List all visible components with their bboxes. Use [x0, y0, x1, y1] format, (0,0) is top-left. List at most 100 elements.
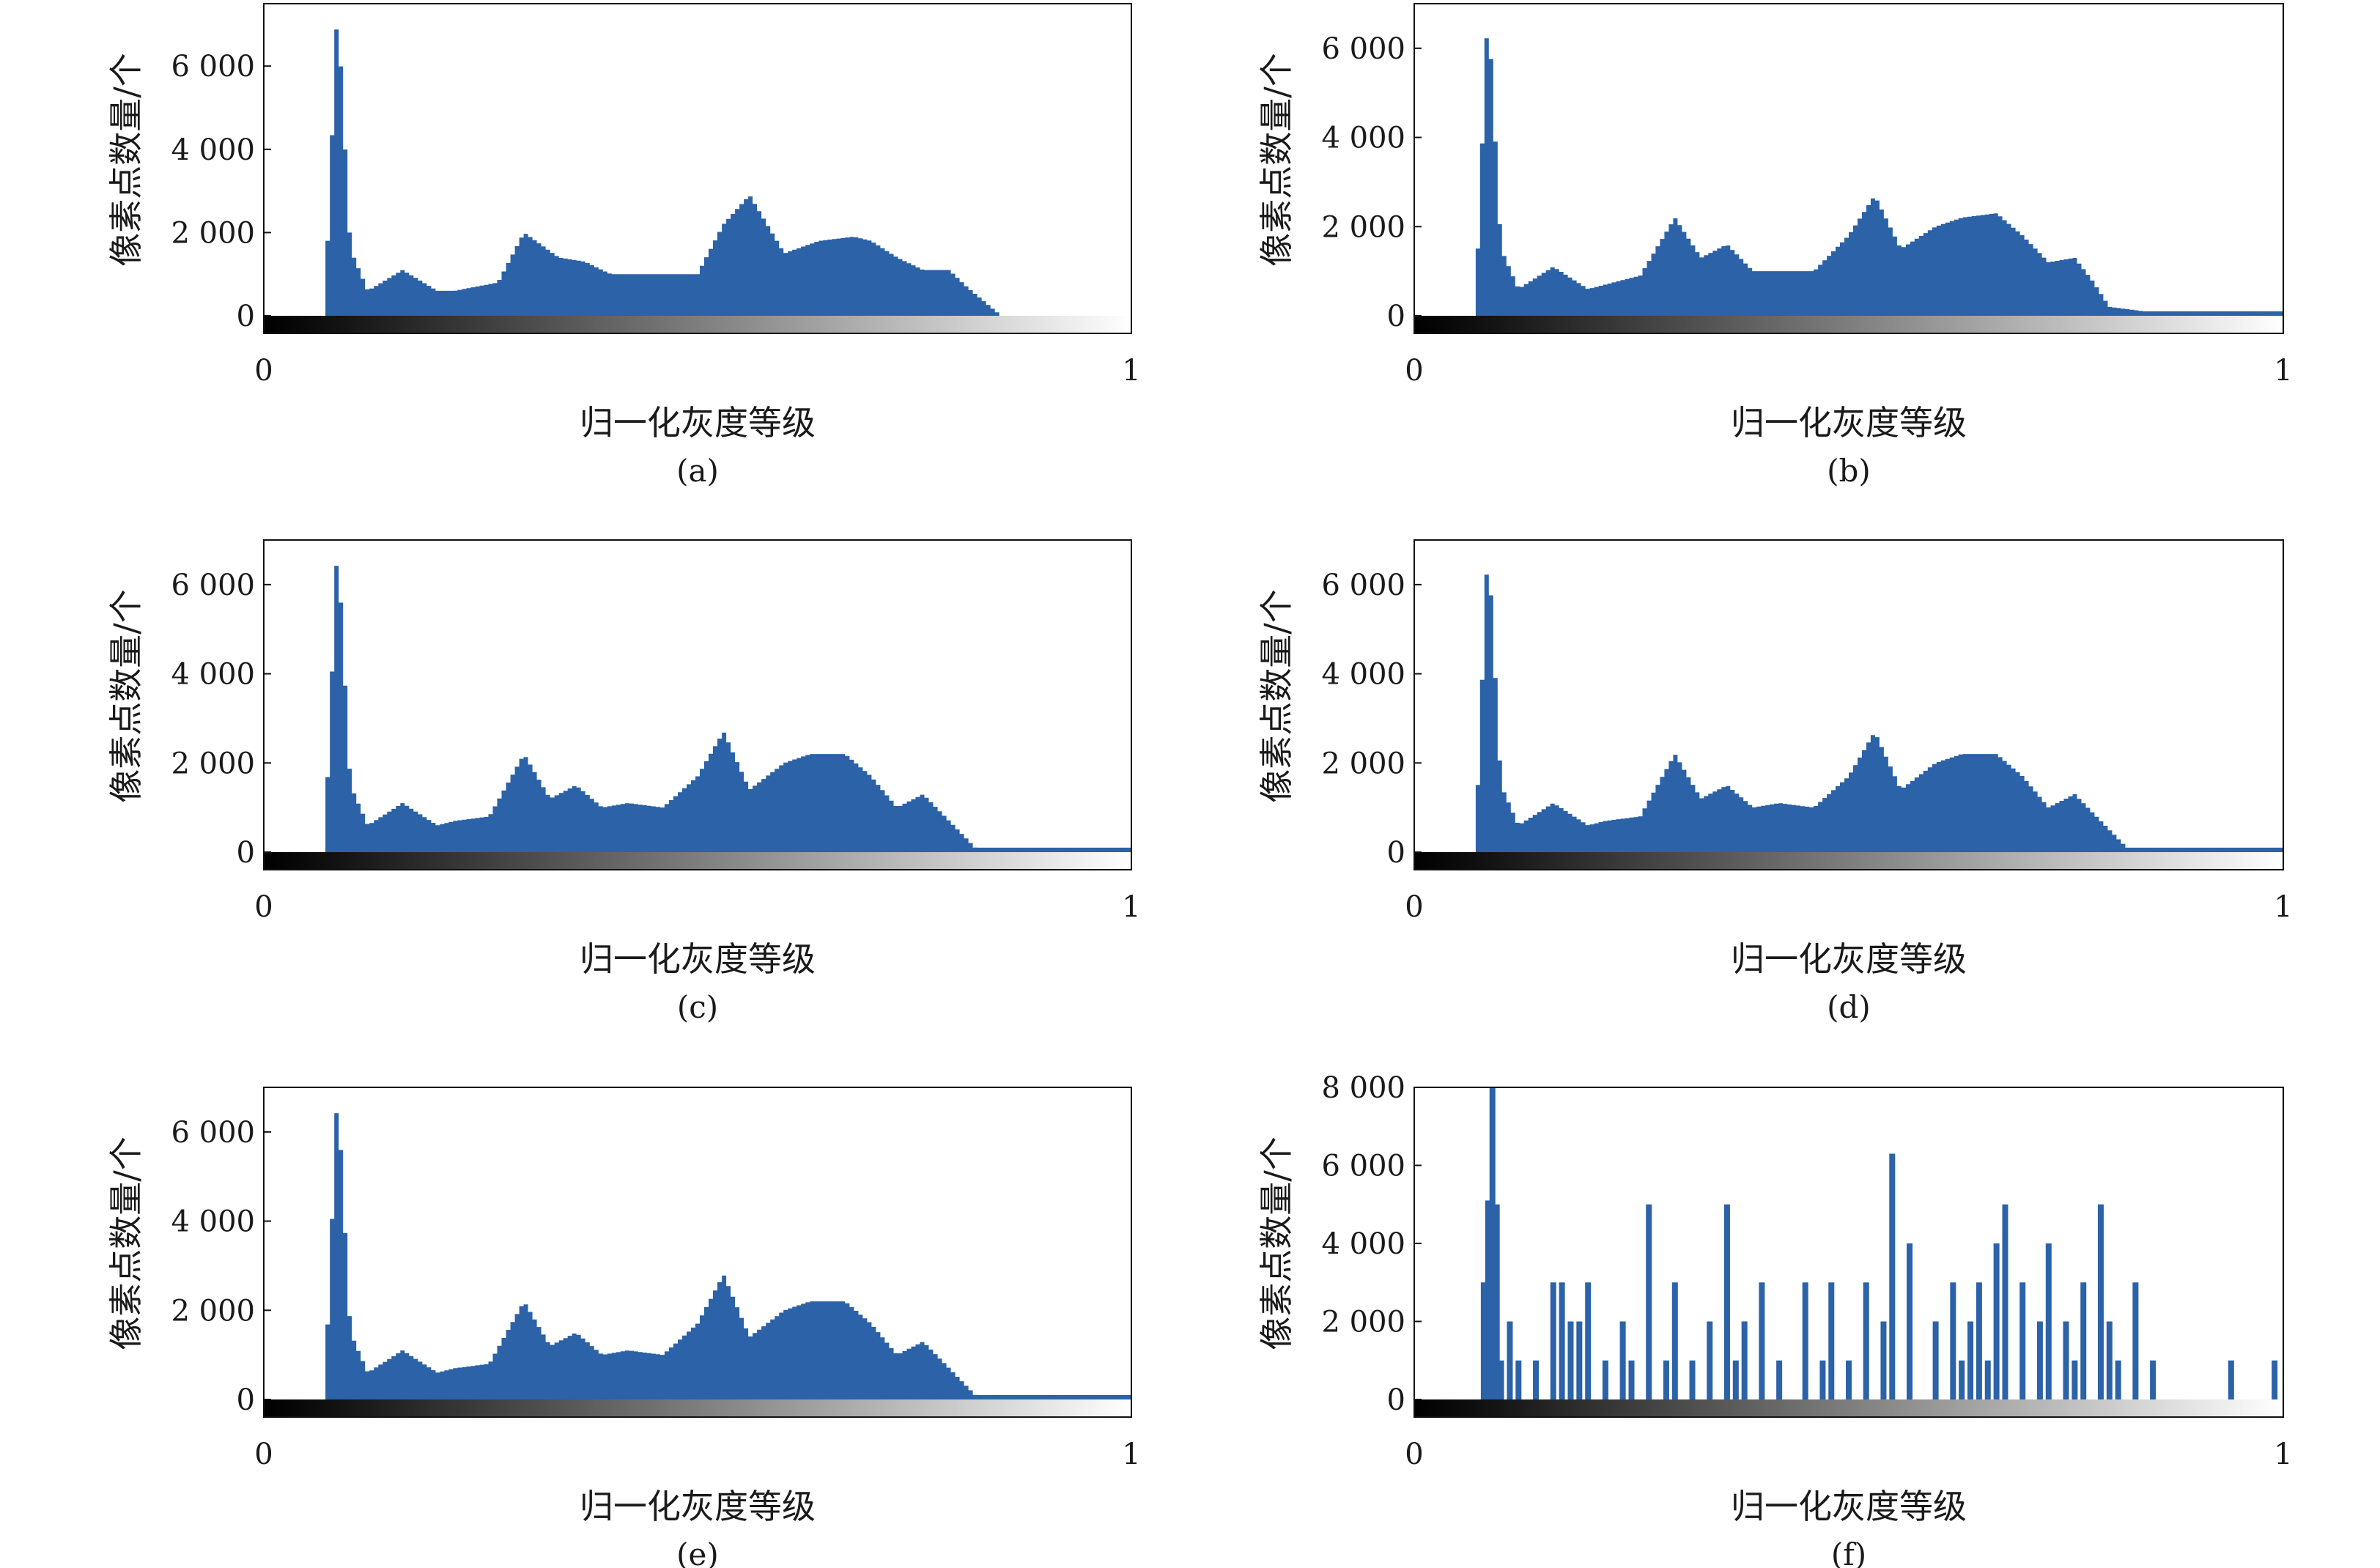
grayscale-colorbar [264, 316, 1131, 333]
x-axis-label: 归一化灰度等级 [1731, 1487, 1967, 1526]
y-tick-label: 0 [237, 300, 255, 333]
histogram-bar [1819, 1360, 1826, 1399]
y-tick-label: 4 000 [1321, 1227, 1405, 1261]
histogram-bar [1533, 1360, 1540, 1399]
histogram-bar [1741, 1321, 1748, 1399]
histogram-bar [1950, 1282, 1956, 1399]
histogram-bar [1993, 1243, 2000, 1399]
histogram-bar [1802, 1282, 1808, 1399]
subfigure-caption: (a) [676, 453, 719, 489]
y-axis-label: 像素点数量/个 [106, 589, 146, 803]
plot-frame [263, 1087, 1132, 1418]
histogram-bar [1776, 1360, 1783, 1399]
histogram-bar [2063, 1321, 2069, 1399]
y-axis-label: 像素点数量/个 [1257, 53, 1296, 267]
y-tick-label: 2 000 [1321, 1306, 1405, 1339]
plot-frame [1413, 539, 2284, 870]
y-tick-label: 4 000 [171, 658, 255, 692]
y-tick-label: 8 000 [1321, 1071, 1405, 1105]
histogram-bar [1489, 1087, 1496, 1399]
histogram-bar [1559, 1282, 1565, 1399]
y-tick-label: 6 000 [1321, 569, 1405, 602]
x-tick-label: 1 [1122, 1438, 1140, 1471]
chart-panel-5: 0 2 000 4 000 6 000 0 1 归一化灰度等级 (e) 像素点数量/个 [106, 1087, 1141, 1568]
y-tick-label: 6 000 [171, 569, 255, 602]
y-axis-label: 像素点数量/个 [1257, 1136, 1296, 1350]
x-axis-label: 归一化灰度等级 [1731, 403, 1967, 443]
chart-panel-4: 0 2 000 4 000 6 000 0 1 归一化灰度等级 (d) 像素点数量/个 [1257, 539, 2293, 1025]
subfigure-caption: (e) [676, 1536, 719, 1568]
plot-frame [263, 539, 1132, 870]
histogram-bar [1976, 1282, 1982, 1399]
histogram-bar [1707, 1321, 1713, 1399]
y-tick-label: 0 [1387, 836, 1405, 870]
histogram-bar [2150, 1360, 2157, 1399]
y-axis-label: 像素点数量/个 [106, 53, 146, 267]
y-tick-label: 4 000 [171, 1205, 255, 1239]
histogram-bar [2002, 1204, 2008, 1399]
histogram-bar [2228, 1360, 2234, 1399]
y-axis-label: 像素点数量/个 [106, 1136, 146, 1350]
plot-frame [263, 3, 1132, 334]
histogram-bars [264, 29, 1131, 317]
y-tick-label: 4 000 [171, 133, 255, 167]
y-tick-label: 4 000 [1321, 658, 1405, 692]
histogram-bar [1493, 1204, 1500, 1399]
y-axis-label: 像素点数量/个 [1257, 589, 1296, 803]
histogram-bar [2072, 1360, 2078, 1399]
x-tick-label: 0 [1405, 890, 1423, 924]
x-axis-label: 归一化灰度等级 [580, 1487, 816, 1526]
y-tick-label: 2 000 [171, 747, 255, 780]
histogram-bar [1932, 1321, 1939, 1399]
histogram-bars [1414, 38, 2283, 317]
y-tick-label: 2 000 [1321, 747, 1405, 780]
y-tick-label: 4 000 [1321, 122, 1405, 155]
chart-panel-6: 0 2 000 4 000 6 000 8 000 0 1 归一化灰度等级 (f) 像素点数量/个 [1257, 1071, 2293, 1568]
grayscale-colorbar [1414, 1399, 2283, 1417]
subfigure-caption: (d) [1827, 989, 1871, 1025]
histogram-bar [2036, 1321, 2043, 1399]
x-tick-label: 0 [254, 890, 273, 924]
histogram-bar [1480, 1282, 1487, 1399]
histogram-bar [1663, 1360, 1669, 1399]
histogram-bars [1414, 574, 2283, 852]
y-tick-label: 2 000 [171, 1294, 255, 1328]
y-tick-label: 0 [237, 1383, 255, 1417]
x-tick-label: 1 [2274, 1438, 2292, 1471]
x-tick-label: 1 [1122, 890, 1140, 924]
histogram-bar [1880, 1321, 1887, 1399]
histogram-bar [1515, 1360, 1522, 1399]
x-axis-label: 归一化灰度等级 [580, 939, 816, 979]
y-tick-label: 0 [1387, 1383, 1405, 1417]
histogram-bar [1846, 1360, 1852, 1399]
histogram-bar [1507, 1321, 1513, 1399]
histogram-bar [2115, 1360, 2121, 1399]
histogram-bar [1732, 1360, 1739, 1399]
x-tick-label: 1 [2274, 890, 2292, 924]
y-tick-label: 6 000 [1321, 1150, 1405, 1183]
histogram-bar [2045, 1243, 2052, 1399]
histogram-bar [1498, 1360, 1504, 1399]
y-tick-label: 2 000 [171, 216, 255, 250]
histogram-bar [1723, 1204, 1730, 1399]
grayscale-colorbar [264, 852, 1131, 870]
subfigure-caption: (b) [1827, 453, 1871, 489]
histogram-bar [2106, 1321, 2113, 1399]
histogram-bar [2272, 1360, 2278, 1399]
histogram-bar [1576, 1321, 1583, 1399]
grayscale-colorbar [1414, 316, 2283, 333]
x-tick-label: 1 [1122, 354, 1140, 388]
grayscale-colorbar [1414, 852, 2283, 870]
x-axis-label: 归一化灰度等级 [580, 403, 816, 443]
histogram-bar [2019, 1282, 2026, 1399]
y-tick-label: 0 [237, 836, 255, 870]
x-tick-label: 0 [254, 1438, 273, 1471]
histogram-bar [1828, 1282, 1835, 1399]
x-axis-label: 归一化灰度等级 [1731, 939, 1967, 979]
subfigure-caption: (c) [677, 989, 718, 1025]
plot-frame [1413, 1087, 2284, 1418]
histogram-bar [1959, 1360, 1965, 1399]
x-tick-label: 0 [1405, 1438, 1423, 1471]
subfigure-caption: (f) [1831, 1536, 1866, 1568]
histogram-bars [264, 1113, 1131, 1399]
